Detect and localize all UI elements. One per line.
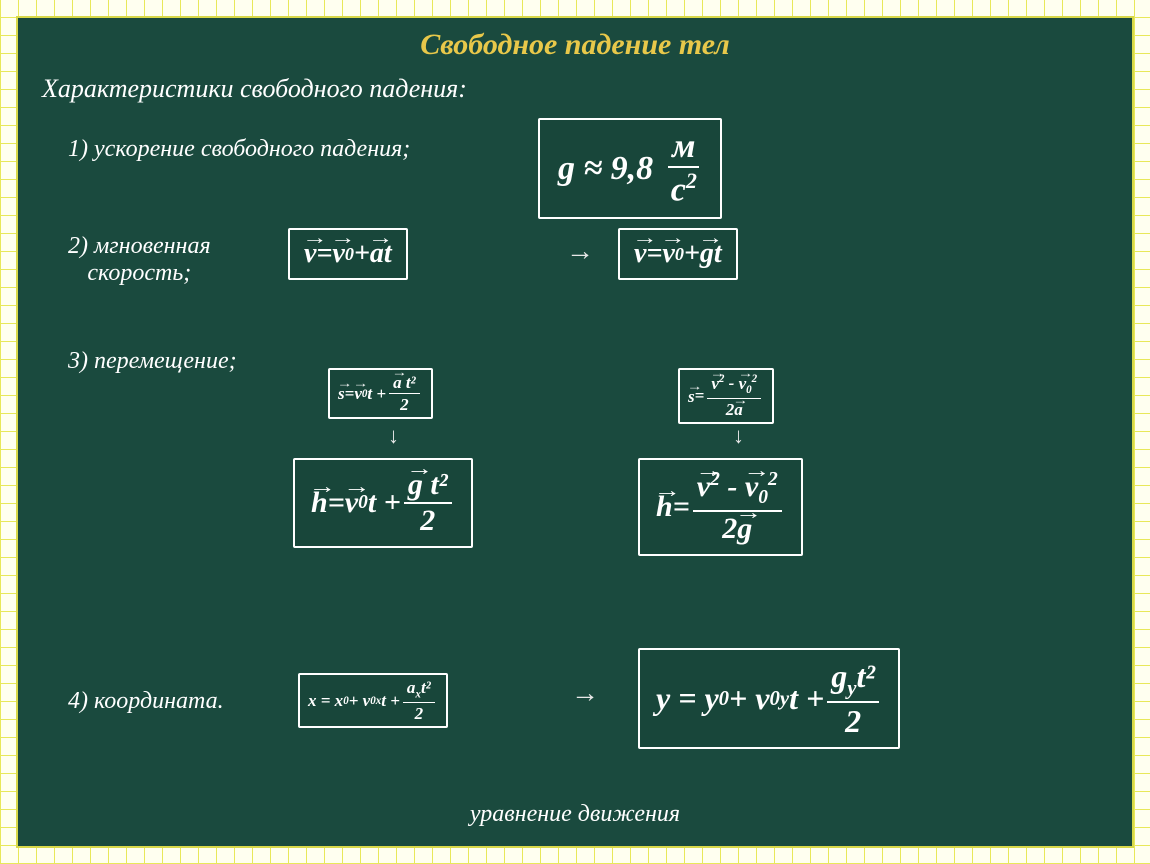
- item-1: 1) ускорение свободного падения;: [68, 136, 410, 163]
- formula-g: g ≈ 9,8 м с2: [538, 118, 722, 219]
- chalkboard: Свободное падение тел Характеристики сво…: [18, 18, 1132, 846]
- formula-h-g: h = v0 t + g t² 2: [293, 458, 473, 548]
- item-4-label: 4) координата.: [68, 688, 224, 715]
- formula-g-lhs: g ≈ 9,8: [558, 150, 653, 188]
- arrow-down-icon: ↓: [733, 423, 744, 449]
- formula-g-unit-bot: с2: [671, 168, 697, 207]
- formula-v-g: v = v0 + gt: [618, 228, 738, 280]
- item-1-label: 1) ускорение свободного падения;: [68, 136, 410, 163]
- footer-text: уравнение движения: [18, 801, 1132, 828]
- page-title: Свободное падение тел: [18, 18, 1132, 62]
- item-2-label-2: скорость;: [68, 260, 211, 287]
- arrow-right-icon: →: [548, 236, 612, 268]
- item-2: 2) мгновенная скорость;: [68, 233, 211, 287]
- formula-v-a: v = v0 + at: [288, 228, 408, 280]
- arrow-right-icon: →: [553, 678, 617, 710]
- arrow-down-icon: ↓: [388, 423, 399, 449]
- formula-h-v: h = v2 - v02 2g: [638, 458, 803, 556]
- formula-s-v: s = v2 - v02 2a: [678, 368, 774, 424]
- formula-g-unit-top: м: [668, 130, 699, 168]
- formula-y: y = y0 + v0y t + gyt² 2: [638, 648, 900, 749]
- formula-x: x = x0 + v0x t + axt² 2: [298, 673, 448, 728]
- subtitle: Характеристики свободного падения:: [18, 62, 1132, 104]
- formula-s-a: s = v0 t + a t² 2: [328, 368, 433, 419]
- item-2-label-1: 2) мгновенная: [68, 233, 211, 260]
- item-3-label: 3) перемещение;: [68, 348, 237, 375]
